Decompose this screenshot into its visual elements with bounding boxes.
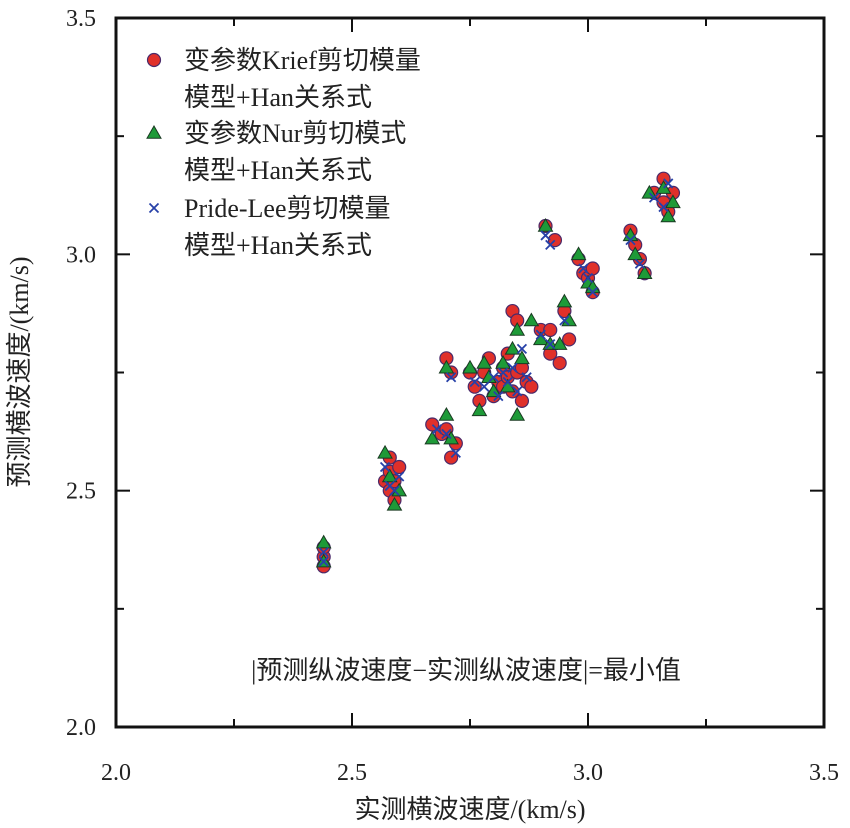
pride-lee-point <box>545 239 556 251</box>
pride-lee-point <box>516 343 528 355</box>
nur-point <box>424 430 441 445</box>
nur-point <box>504 340 521 355</box>
pride-lee-point <box>379 461 391 473</box>
krief-point <box>392 459 407 475</box>
y-axis-label: 预测横波速度/(km/s) <box>5 256 34 487</box>
nur-point <box>485 383 502 398</box>
krief-point <box>467 379 482 394</box>
legend-entry-krief-marker <box>146 52 162 68</box>
legend-entry-nur-label: 变参数Nur剪切模式 <box>184 119 406 148</box>
krief-point <box>543 322 558 338</box>
pride-lee-point <box>450 447 461 458</box>
krief-point <box>514 393 530 408</box>
pride-lee-point <box>479 381 490 392</box>
legend-entry-krief-label: 变参数Krief剪切模量 <box>184 46 421 75</box>
nur-point <box>665 194 681 209</box>
nur-point <box>438 407 455 421</box>
pride-lee-point <box>497 367 509 378</box>
pride-lee-point <box>318 556 329 567</box>
legend-entry-krief-label-line2: 模型+Han关系式 <box>184 83 372 112</box>
x-axis-label: 实测横波速度/(km/s) <box>354 795 585 824</box>
pride-lee-point <box>545 339 556 350</box>
nur-point <box>471 402 488 417</box>
krief-point <box>552 355 567 371</box>
pride-lee-point <box>521 372 532 383</box>
data-markers <box>315 171 681 574</box>
nur-point <box>377 444 393 459</box>
pride-lee-point <box>445 372 457 383</box>
nur-point <box>523 312 540 327</box>
nur-point <box>641 184 658 199</box>
nur-point <box>381 468 398 483</box>
annotation-text: |预测纵波速度−实测纵波速度|=最小值 <box>251 656 681 685</box>
x-tick-label: 3.5 <box>809 760 839 786</box>
pride-lee-point <box>318 546 329 558</box>
y-tick-label: 3.5 <box>66 6 96 32</box>
legend-entry-nur-marker <box>146 124 162 139</box>
nur-point <box>476 355 493 369</box>
pride-lee-point <box>512 386 523 397</box>
nur-point <box>315 534 332 549</box>
pride-lee-point <box>578 263 589 274</box>
pride-lee-point <box>502 376 513 388</box>
krief-point <box>585 261 600 276</box>
nur-point <box>636 265 653 279</box>
pride-lee-point <box>488 372 499 383</box>
nur-point <box>660 208 677 223</box>
nur-point <box>556 293 573 308</box>
legend-entry-nur-label-line2: 模型+Han关系式 <box>184 156 372 185</box>
legend-entry-pride-lee-marker <box>148 202 160 214</box>
pride-lee-point <box>625 235 636 246</box>
legend-entry-pride-lee-label: Pride-Lee剪切模量 <box>184 194 391 223</box>
pride-lee-point <box>394 471 405 482</box>
x-tick-label: 2.0 <box>101 760 131 786</box>
legend: 变参数Krief剪切模量模型+Han关系式变参数Nur剪切模式模型+Han关系式… <box>146 46 421 260</box>
nur-point <box>551 336 568 350</box>
nur-point <box>537 217 554 232</box>
x-tick-label: 2.5 <box>337 760 367 786</box>
pride-lee-point <box>648 192 660 203</box>
nur-point <box>514 350 530 365</box>
axis-tick-labels: 2.02.0 2.5 2.5 3.0 3.0 3.5 3.5 <box>66 6 839 786</box>
pride-lee-point <box>469 376 480 388</box>
pride-lee-point <box>431 424 443 435</box>
legend-entry-pride-lee-label-line2: 模型+Han关系式 <box>184 231 372 260</box>
y-tick-label: 2.0 <box>66 715 96 741</box>
pride-lee-point <box>582 272 594 284</box>
y-tick-label: 3.0 <box>66 242 96 268</box>
pride-lee-point <box>507 362 518 373</box>
nur-point <box>509 407 526 421</box>
pride-lee-point <box>535 329 546 340</box>
krief-point <box>439 422 454 437</box>
nur-point <box>386 496 403 511</box>
pride-lee-point <box>389 485 400 496</box>
pride-lee-point <box>663 178 674 189</box>
x-tick-label: 3.0 <box>573 760 603 786</box>
pride-lee-point <box>540 230 551 241</box>
pride-lee-point <box>587 287 598 298</box>
krief-point <box>524 379 539 394</box>
y-tick-label: 2.5 <box>66 479 96 505</box>
krief-point <box>562 332 577 347</box>
axis-ticks <box>115 17 825 728</box>
pride-lee-point <box>493 390 504 402</box>
nur-point <box>495 355 511 369</box>
nur-point <box>509 321 526 336</box>
nur-point <box>462 359 478 374</box>
pride-lee-point <box>441 428 452 440</box>
pride-lee-point <box>658 201 669 213</box>
pride-lee-point <box>559 315 570 326</box>
pride-lee-point <box>634 258 646 269</box>
nur-point <box>570 246 587 261</box>
